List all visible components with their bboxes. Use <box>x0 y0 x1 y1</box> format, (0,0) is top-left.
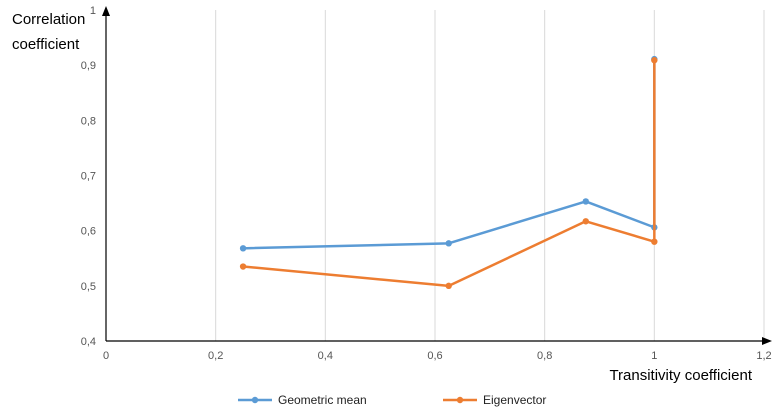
x-tick-label: 0 <box>103 350 109 362</box>
x-tick-label: 0,6 <box>427 350 442 362</box>
x-tick-label: 1,2 <box>756 350 771 362</box>
axes <box>102 6 772 345</box>
y-tick-label: 0,4 <box>81 336 96 348</box>
grid-lines <box>215 10 765 341</box>
y-tick-label: 0,8 <box>81 115 96 127</box>
legend-marker <box>456 396 464 404</box>
x-tick-label: 0,2 <box>208 350 223 362</box>
data-point <box>445 240 452 247</box>
y-tick-label: 0,9 <box>81 60 96 72</box>
series-line-1 <box>242 60 656 288</box>
y-tick-label: 0,6 <box>81 226 96 238</box>
data-point <box>239 245 247 252</box>
legend-label: Eigenvector <box>483 393 546 407</box>
y-axis-arrow <box>102 6 110 16</box>
data-point <box>239 263 247 270</box>
y-tick-label: 1 <box>90 5 96 17</box>
data-point <box>651 238 658 245</box>
x-tick-label: 0,8 <box>537 350 552 362</box>
data-point <box>582 198 589 205</box>
y-tick-labels: 0,4 0,5 0,6 0,7 0,8 0,9 1 <box>81 5 96 348</box>
x-tick-label: 1 <box>651 350 657 362</box>
x-tick-labels: 0 0,2 0,4 0,6 0,8 1 1,2 <box>103 350 772 362</box>
legend-marker <box>251 396 259 404</box>
legend-label: Geometric mean <box>278 393 367 407</box>
legend: Geometric mean Eigenvector <box>238 393 546 407</box>
y-axis-title-line-1: Correlation <box>12 11 85 28</box>
series-line-0 <box>243 59 656 250</box>
y-tick-label: 0,7 <box>81 171 96 183</box>
series-lines <box>239 55 658 290</box>
x-axis-title: Transitivity coefficient <box>609 367 752 384</box>
x-tick-label: 0,4 <box>318 350 333 362</box>
data-point <box>582 218 589 225</box>
x-axis-arrow <box>762 337 772 345</box>
y-axis-title-line-2: coefficient <box>12 36 80 53</box>
data-point <box>651 57 658 64</box>
y-tick-label: 0,5 <box>81 281 96 293</box>
data-point <box>445 282 452 290</box>
